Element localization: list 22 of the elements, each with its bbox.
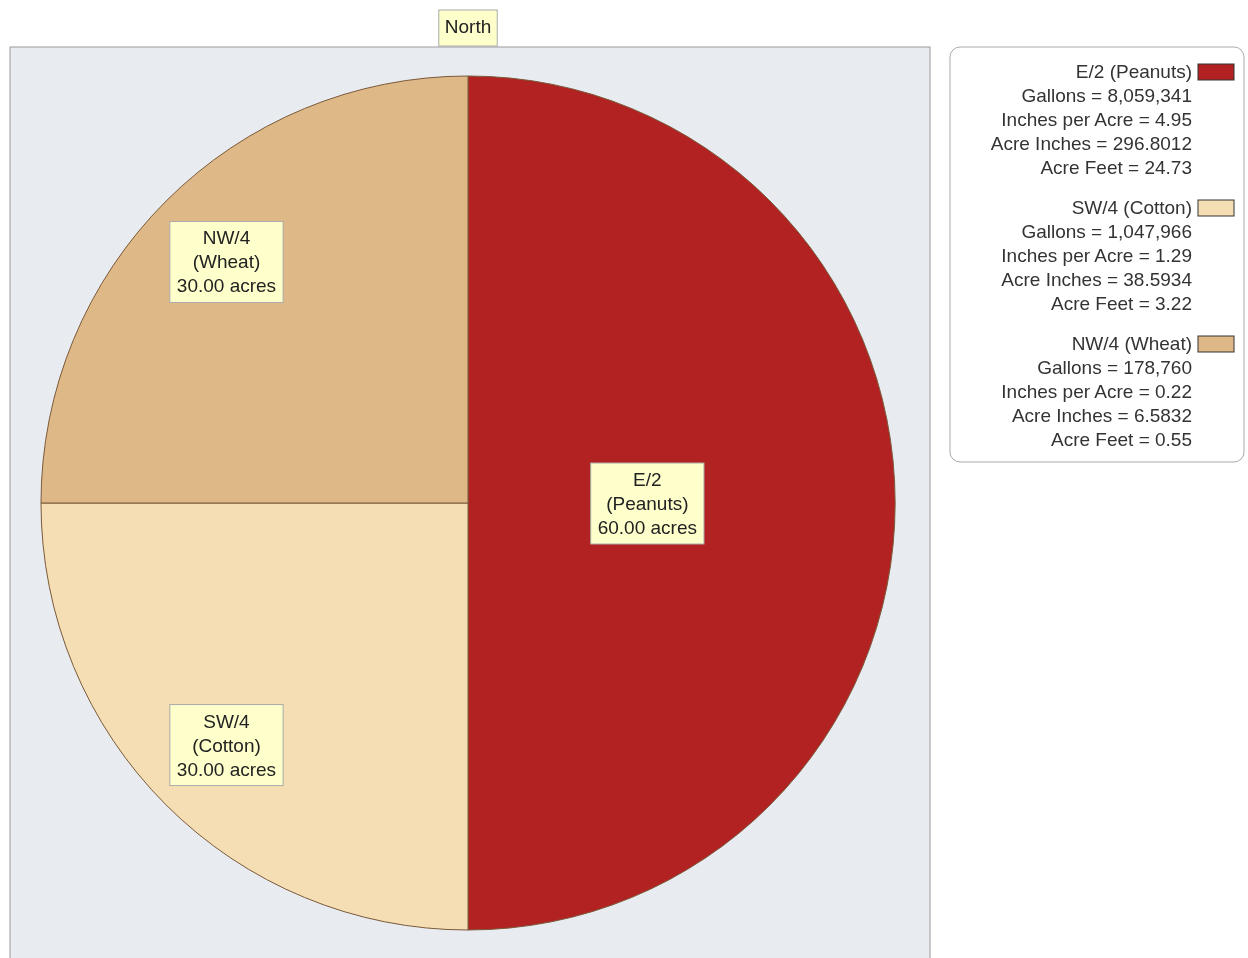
text: Inches per Acre = 1.29	[1001, 245, 1192, 266]
data-label: 30.00 acres	[176, 275, 277, 297]
text: Acre Feet = 3.22	[1051, 293, 1192, 314]
text: Inches per Acre = 4.95	[1001, 109, 1192, 130]
text: Acre Feet = 24.73	[1040, 157, 1192, 178]
slice-label: SW/4 (Cotton)	[192, 710, 261, 756]
text: Inches per Acre = 0.22	[1001, 381, 1192, 402]
text: Gallons = 8,059,341	[1021, 85, 1192, 106]
slice-label: E/2 (Peanuts)	[606, 469, 689, 514]
text: Acre Inches = 6.5832	[1011, 405, 1192, 426]
text: Acre Inches = 296.8012	[990, 133, 1192, 154]
slice-label: NW/4 (Wheat)	[192, 227, 261, 273]
text: North	[444, 16, 492, 37]
text: Gallons = 178,760	[1037, 357, 1192, 378]
text: Acre Feet = 0.55	[1051, 429, 1192, 450]
data-label: 60.00 acres	[597, 517, 697, 538]
data-label: 30.00 acres	[176, 758, 277, 780]
text: Acre Inches = 38.5934	[1001, 269, 1193, 290]
legend-label: NW/4 (Wheat)	[1071, 333, 1192, 354]
text: Gallons = 1,047,966	[1021, 221, 1192, 242]
legend-label: E/2 (Peanuts)	[1075, 61, 1192, 82]
legend-label: SW/4 (Cotton)	[1071, 197, 1192, 218]
